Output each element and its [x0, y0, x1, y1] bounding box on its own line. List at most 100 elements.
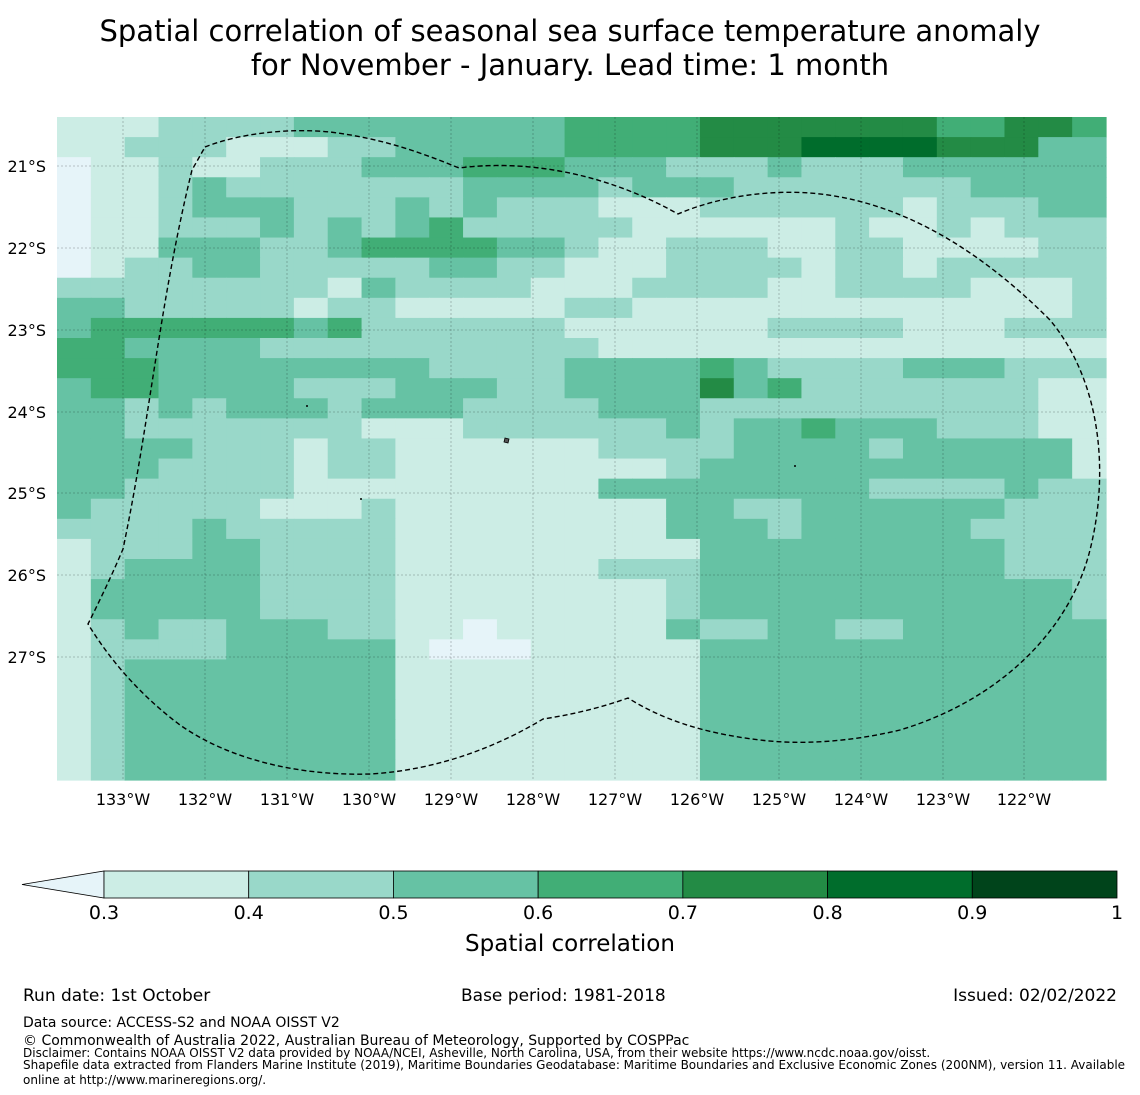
- grid-cell: [1038, 538, 1073, 560]
- grid-cell: [733, 719, 769, 741]
- grid-cell: [158, 257, 193, 279]
- grid-cell: [564, 498, 600, 520]
- grid-cell: [801, 619, 836, 640]
- grid-cell: [293, 297, 329, 319]
- grid-cell: [226, 759, 261, 781]
- grid-cell: [226, 518, 261, 540]
- grid-cell: [869, 137, 904, 158]
- grid-cell: [1004, 739, 1039, 761]
- grid-cell: [936, 398, 972, 419]
- grid-cell: [429, 579, 464, 600]
- grid-cell: [496, 719, 532, 741]
- grid-cell: [530, 237, 566, 259]
- grid-cell: [1004, 659, 1039, 681]
- grid-cell: [902, 418, 938, 440]
- grid-cell: [361, 297, 396, 319]
- grid-cell: [124, 559, 160, 580]
- grid-cell: [429, 458, 464, 480]
- grid-cell: [936, 317, 972, 339]
- grid-cell: [463, 478, 498, 500]
- grid-cell: [361, 679, 396, 701]
- grid-cell: [463, 458, 498, 480]
- grid-cell: [57, 257, 92, 279]
- grid-cell: [666, 538, 701, 560]
- grid-cell: [124, 177, 160, 198]
- grid-cell: [632, 217, 667, 239]
- grid-cell: [158, 177, 193, 198]
- grid-cell: [293, 518, 329, 540]
- colorbar-segment: [971, 870, 1118, 899]
- grid-cell: [666, 639, 701, 661]
- grid-cell: [1004, 398, 1039, 419]
- grid-cell: [429, 358, 464, 379]
- grid-cell: [1038, 297, 1073, 319]
- grid-cell: [1038, 217, 1073, 239]
- grid-cell: [192, 478, 227, 500]
- grid-cell: [564, 579, 600, 600]
- grid-cell: [902, 518, 938, 540]
- grid-cell: [90, 599, 126, 620]
- colorbar-segment: [248, 870, 394, 899]
- grid-cell: [226, 317, 261, 339]
- grid-cell: [767, 699, 803, 721]
- grid-cell: [124, 257, 160, 279]
- grid-cell: [598, 137, 633, 158]
- grid-cell: [1004, 418, 1039, 440]
- grid-cell: [1072, 759, 1107, 781]
- grid-cell: [158, 639, 193, 661]
- grid-cell: [124, 599, 160, 620]
- grid-cell: [395, 699, 430, 721]
- grid-cell: [801, 538, 836, 560]
- grid-cell: [970, 518, 1006, 540]
- grid-cell: [699, 498, 735, 520]
- colorbar-extend-arrow: [21, 870, 105, 899]
- grid-cell: [226, 277, 261, 299]
- grid-cell: [429, 137, 464, 158]
- grid-cell: [1004, 478, 1039, 500]
- grid-cell: [699, 197, 735, 219]
- grid-cell: [632, 438, 667, 460]
- grid-cell: [395, 177, 430, 198]
- grid-cell: [632, 719, 667, 741]
- grid-cell: [496, 659, 532, 681]
- grid-cell: [530, 438, 566, 460]
- grid-cell: [733, 518, 769, 540]
- grid-cell: [226, 679, 261, 701]
- grid-cell: [192, 559, 227, 580]
- lon-label: 127°W: [588, 790, 643, 809]
- grid-cell: [869, 478, 904, 500]
- grid-cell: [496, 297, 532, 319]
- grid-cell: [598, 257, 633, 279]
- grid-cell: [1072, 117, 1107, 138]
- grid-cell: [733, 639, 769, 661]
- grid-cell: [632, 358, 667, 379]
- grid-cell: [496, 498, 532, 520]
- grid-cell: [902, 438, 938, 460]
- grid-cell: [801, 498, 836, 520]
- grid-cell: [463, 739, 498, 761]
- grid-cell: [1038, 378, 1073, 399]
- grid-cell: [395, 398, 430, 419]
- grid-cell: [767, 177, 803, 198]
- grid-cell: [293, 639, 329, 661]
- title-line-1: Spatial correlation of seasonal sea surf…: [99, 14, 1041, 48]
- grid-cell: [90, 538, 126, 560]
- grid-cell: [801, 458, 836, 480]
- grid-cell: [361, 217, 396, 239]
- grid-cell: [530, 358, 566, 379]
- grid-cell: [90, 579, 126, 600]
- grid-cell: [1004, 538, 1039, 560]
- colorbar-tick-label: 0.8: [812, 902, 843, 924]
- grid-cell: [801, 438, 836, 460]
- grid-cell: [564, 478, 600, 500]
- grid-cell: [666, 699, 701, 721]
- grid-cell: [293, 418, 329, 440]
- grid-cell: [767, 458, 803, 480]
- grid-cell: [767, 117, 803, 138]
- grid-cell: [564, 418, 600, 440]
- grid-cell: [835, 458, 870, 480]
- grid-cell: [361, 639, 396, 661]
- grid-cell: [564, 458, 600, 480]
- grid-cell: [124, 619, 160, 640]
- lat-label: 24°S: [7, 403, 46, 422]
